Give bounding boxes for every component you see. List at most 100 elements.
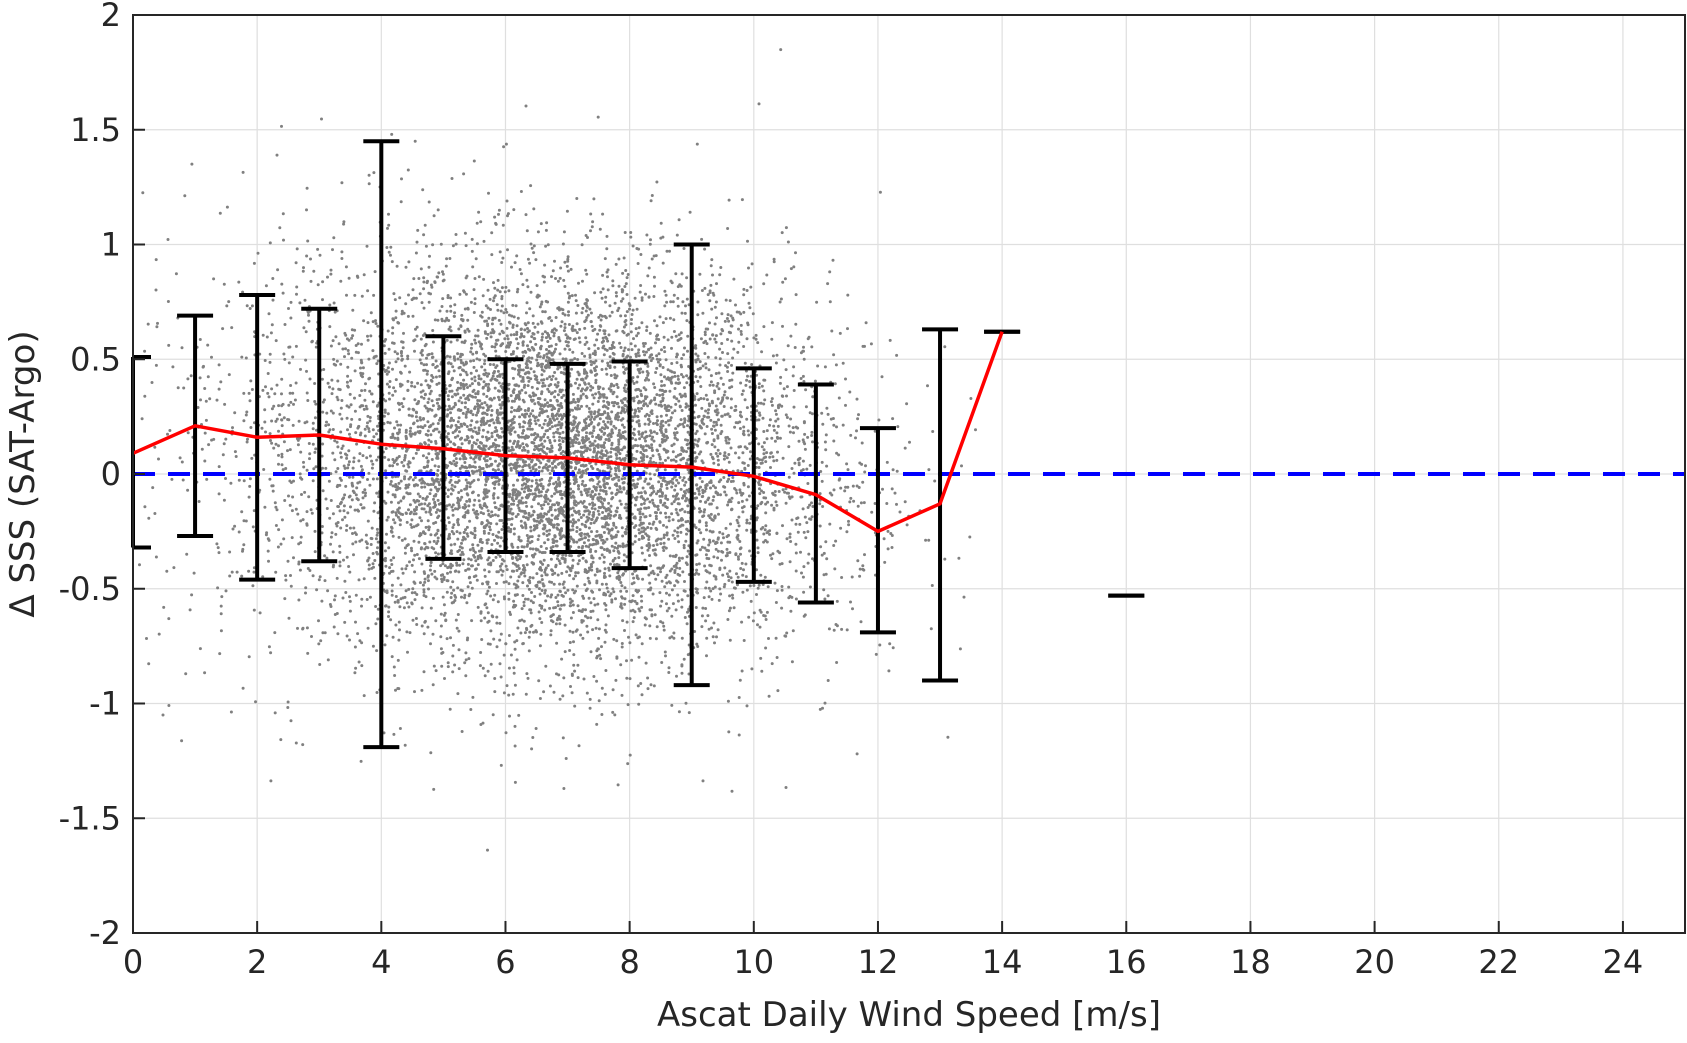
scatter-point bbox=[527, 464, 530, 467]
scatter-point bbox=[535, 359, 538, 362]
scatter-point bbox=[510, 410, 513, 413]
scatter-point bbox=[373, 559, 376, 562]
scatter-point bbox=[677, 339, 680, 342]
scatter-point bbox=[324, 467, 327, 470]
scatter-point bbox=[488, 586, 491, 589]
scatter-point bbox=[432, 404, 435, 407]
scatter-point bbox=[594, 508, 597, 511]
scatter-point bbox=[501, 558, 504, 561]
scatter-point bbox=[437, 537, 440, 540]
scatter-point bbox=[445, 265, 448, 268]
scatter-point bbox=[532, 207, 535, 210]
scatter-point bbox=[721, 329, 724, 332]
scatter-point bbox=[329, 273, 332, 276]
scatter-point bbox=[452, 442, 455, 445]
scatter-point bbox=[527, 258, 530, 261]
scatter-point bbox=[683, 386, 686, 389]
scatter-point bbox=[503, 597, 506, 600]
scatter-point bbox=[714, 429, 717, 432]
scatter-point bbox=[497, 508, 500, 511]
scatter-point bbox=[494, 513, 497, 516]
scatter-point bbox=[492, 598, 495, 601]
scatter-point bbox=[559, 562, 562, 565]
scatter-point bbox=[478, 499, 481, 502]
scatter-point bbox=[706, 484, 709, 487]
scatter-point bbox=[584, 488, 587, 491]
scatter-point bbox=[439, 310, 442, 313]
scatter-point bbox=[437, 553, 440, 556]
scatter-point bbox=[807, 553, 810, 556]
scatter-point bbox=[460, 489, 463, 492]
scatter-point bbox=[736, 311, 739, 314]
scatter-point bbox=[549, 499, 552, 502]
scatter-point bbox=[515, 639, 518, 642]
scatter-point bbox=[488, 437, 491, 440]
scatter-point bbox=[660, 661, 663, 664]
scatter-point bbox=[684, 304, 687, 307]
scatter-point bbox=[416, 335, 419, 338]
scatter-point bbox=[555, 343, 558, 346]
scatter-point bbox=[331, 452, 334, 455]
scatter-point bbox=[551, 467, 554, 470]
scatter-point bbox=[199, 338, 202, 341]
scatter-point bbox=[456, 352, 459, 355]
scatter-point bbox=[269, 432, 272, 435]
scatter-point bbox=[727, 579, 730, 582]
scatter-point bbox=[480, 619, 483, 622]
scatter-point bbox=[615, 493, 618, 496]
scatter-point bbox=[487, 611, 490, 614]
scatter-point bbox=[533, 402, 536, 405]
scatter-point bbox=[659, 605, 662, 608]
scatter-point bbox=[629, 677, 632, 680]
scatter-point bbox=[344, 485, 347, 488]
scatter-point bbox=[566, 210, 569, 213]
scatter-point bbox=[423, 502, 426, 505]
scatter-point bbox=[292, 556, 295, 559]
scatter-point bbox=[513, 527, 516, 530]
scatter-point bbox=[270, 387, 273, 390]
scatter-point bbox=[664, 512, 667, 515]
scatter-point bbox=[860, 501, 863, 504]
scatter-point bbox=[655, 367, 658, 370]
scatter-point bbox=[280, 453, 283, 456]
scatter-point bbox=[835, 363, 838, 366]
scatter-point bbox=[332, 564, 335, 567]
scatter-point bbox=[308, 457, 311, 460]
scatter-point bbox=[392, 733, 395, 736]
scatter-point bbox=[617, 405, 620, 408]
scatter-point bbox=[639, 518, 642, 521]
scatter-point bbox=[370, 537, 373, 540]
scatter-point bbox=[635, 633, 638, 636]
scatter-point bbox=[576, 358, 579, 361]
scatter-point bbox=[785, 395, 788, 398]
scatter-point bbox=[547, 334, 550, 337]
scatter-point bbox=[652, 593, 655, 596]
scatter-point bbox=[611, 284, 614, 287]
scatter-point bbox=[699, 360, 702, 363]
scatter-point bbox=[666, 498, 669, 501]
scatter-point bbox=[713, 389, 716, 392]
scatter-point bbox=[904, 500, 907, 503]
scatter-point bbox=[471, 382, 474, 385]
scatter-point bbox=[720, 430, 723, 433]
scatter-point bbox=[576, 322, 579, 325]
scatter-point bbox=[342, 597, 345, 600]
scatter-point bbox=[340, 456, 343, 459]
scatter-point bbox=[421, 188, 424, 191]
scatter-point bbox=[588, 407, 591, 410]
scatter-point bbox=[539, 633, 542, 636]
scatter-point bbox=[412, 499, 415, 502]
scatter-point bbox=[549, 472, 552, 475]
scatter-point bbox=[470, 347, 473, 350]
scatter-point bbox=[493, 421, 496, 424]
scatter-point bbox=[587, 347, 590, 350]
scatter-point bbox=[469, 360, 472, 363]
scatter-point bbox=[567, 314, 570, 317]
scatter-point bbox=[598, 654, 601, 657]
scatter-point bbox=[507, 388, 510, 391]
scatter-point bbox=[776, 436, 779, 439]
scatter-point bbox=[794, 346, 797, 349]
scatter-point bbox=[392, 493, 395, 496]
scatter-point bbox=[519, 426, 522, 429]
scatter-point bbox=[638, 424, 641, 427]
